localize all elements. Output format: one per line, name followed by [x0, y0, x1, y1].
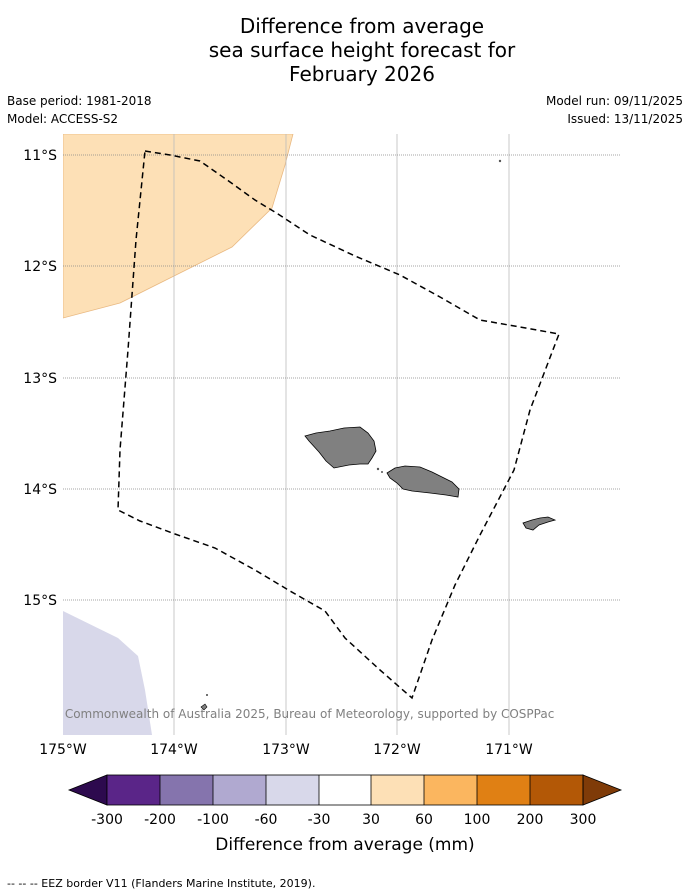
colorbar-tick-8: 100	[464, 812, 491, 828]
issued-text: Issued: 13/11/2025	[567, 112, 683, 126]
savaii-island	[304, 426, 377, 469]
islet-north	[498, 159, 502, 163]
longitude-labels: 175°W 174°W 173°W 172°W 171°W	[39, 742, 533, 758]
colorbar-tick-6: 30	[362, 812, 380, 828]
colorbar-tick-5: -30	[308, 812, 331, 828]
colorbar-dividers	[159, 775, 531, 805]
lon-label-172w: 172°W	[373, 742, 421, 758]
colorbar-tick-4: -60	[255, 812, 278, 828]
colorbar-tick-1: -300	[91, 812, 123, 828]
colorbar-label: Difference from average (mm)	[215, 835, 474, 855]
colorbar-high-extension	[582, 774, 623, 806]
lon-label-173w: 173°W	[262, 742, 310, 758]
title-line-3: February 2026	[289, 62, 435, 86]
lon-label-175w: 175°W	[39, 742, 87, 758]
colorbar-bin-3	[213, 775, 266, 805]
lat-label-13s: 13°S	[23, 371, 57, 387]
colorbar-bin-8	[477, 775, 530, 805]
colorbar-bin-7	[424, 775, 477, 805]
title-line-2: sea surface height forecast for	[208, 38, 516, 62]
longitude-gridlines	[173, 134, 510, 735]
islet-southwest	[206, 694, 208, 696]
eez-border	[117, 150, 561, 700]
model-run-text: Model run: 09/11/2025	[545, 94, 683, 108]
tutuila-island	[522, 516, 557, 531]
niuafoou-island	[200, 703, 208, 711]
lat-label-15s: 15°S	[23, 593, 57, 609]
colorbar: -300 -200 -100 -60 -30 30 60 100 200 300…	[67, 774, 623, 855]
islet-apolima	[381, 471, 383, 473]
lon-label-171w: 171°W	[485, 742, 533, 758]
lon-label-174w: 174°W	[150, 742, 198, 758]
copyright-text: © Commonwealth of Australia 2025, Bureau…	[49, 707, 554, 721]
colorbar-bin-4	[266, 775, 319, 805]
colorbar-bin-2	[160, 775, 213, 805]
colorbar-bin-5	[319, 775, 371, 805]
colorbar-tick-3: -100	[197, 812, 229, 828]
eez-footnote: -- -- -- EEZ border V11 (Flanders Marine…	[7, 877, 316, 890]
upolu-island	[386, 465, 460, 498]
colorbar-bin-1	[107, 775, 160, 805]
colorbar-tick-9: 200	[517, 812, 544, 828]
colorbar-bin-9	[530, 775, 583, 805]
positive-anomaly-region	[63, 134, 294, 319]
model-text: Model: ACCESS-S2	[7, 112, 119, 126]
colorbar-low-extension	[67, 774, 108, 806]
colorbar-tick-10: 300	[570, 812, 597, 828]
title-line-1: Difference from average	[239, 14, 485, 38]
base-period-text: Base period: 1981-2018	[7, 94, 152, 108]
lat-label-12s: 12°S	[23, 259, 57, 275]
negative-anomaly-region	[63, 611, 152, 735]
colorbar-tick-2: -200	[144, 812, 176, 828]
map-title: Difference from average sea surface heig…	[0, 14, 690, 86]
map-area: © Commonwealth of Australia 2025, Bureau…	[49, 134, 620, 735]
islet-manono	[376, 467, 380, 471]
latitude-labels: 11°S 12°S 13°S 14°S 15°S	[23, 148, 57, 609]
colorbar-bin-6	[371, 775, 424, 805]
colorbar-frame	[106, 774, 584, 806]
latitude-gridlines	[63, 154, 620, 601]
colorbar-tick-7: 60	[415, 812, 433, 828]
lat-label-14s: 14°S	[23, 482, 57, 498]
lat-label-11s: 11°S	[23, 148, 57, 164]
